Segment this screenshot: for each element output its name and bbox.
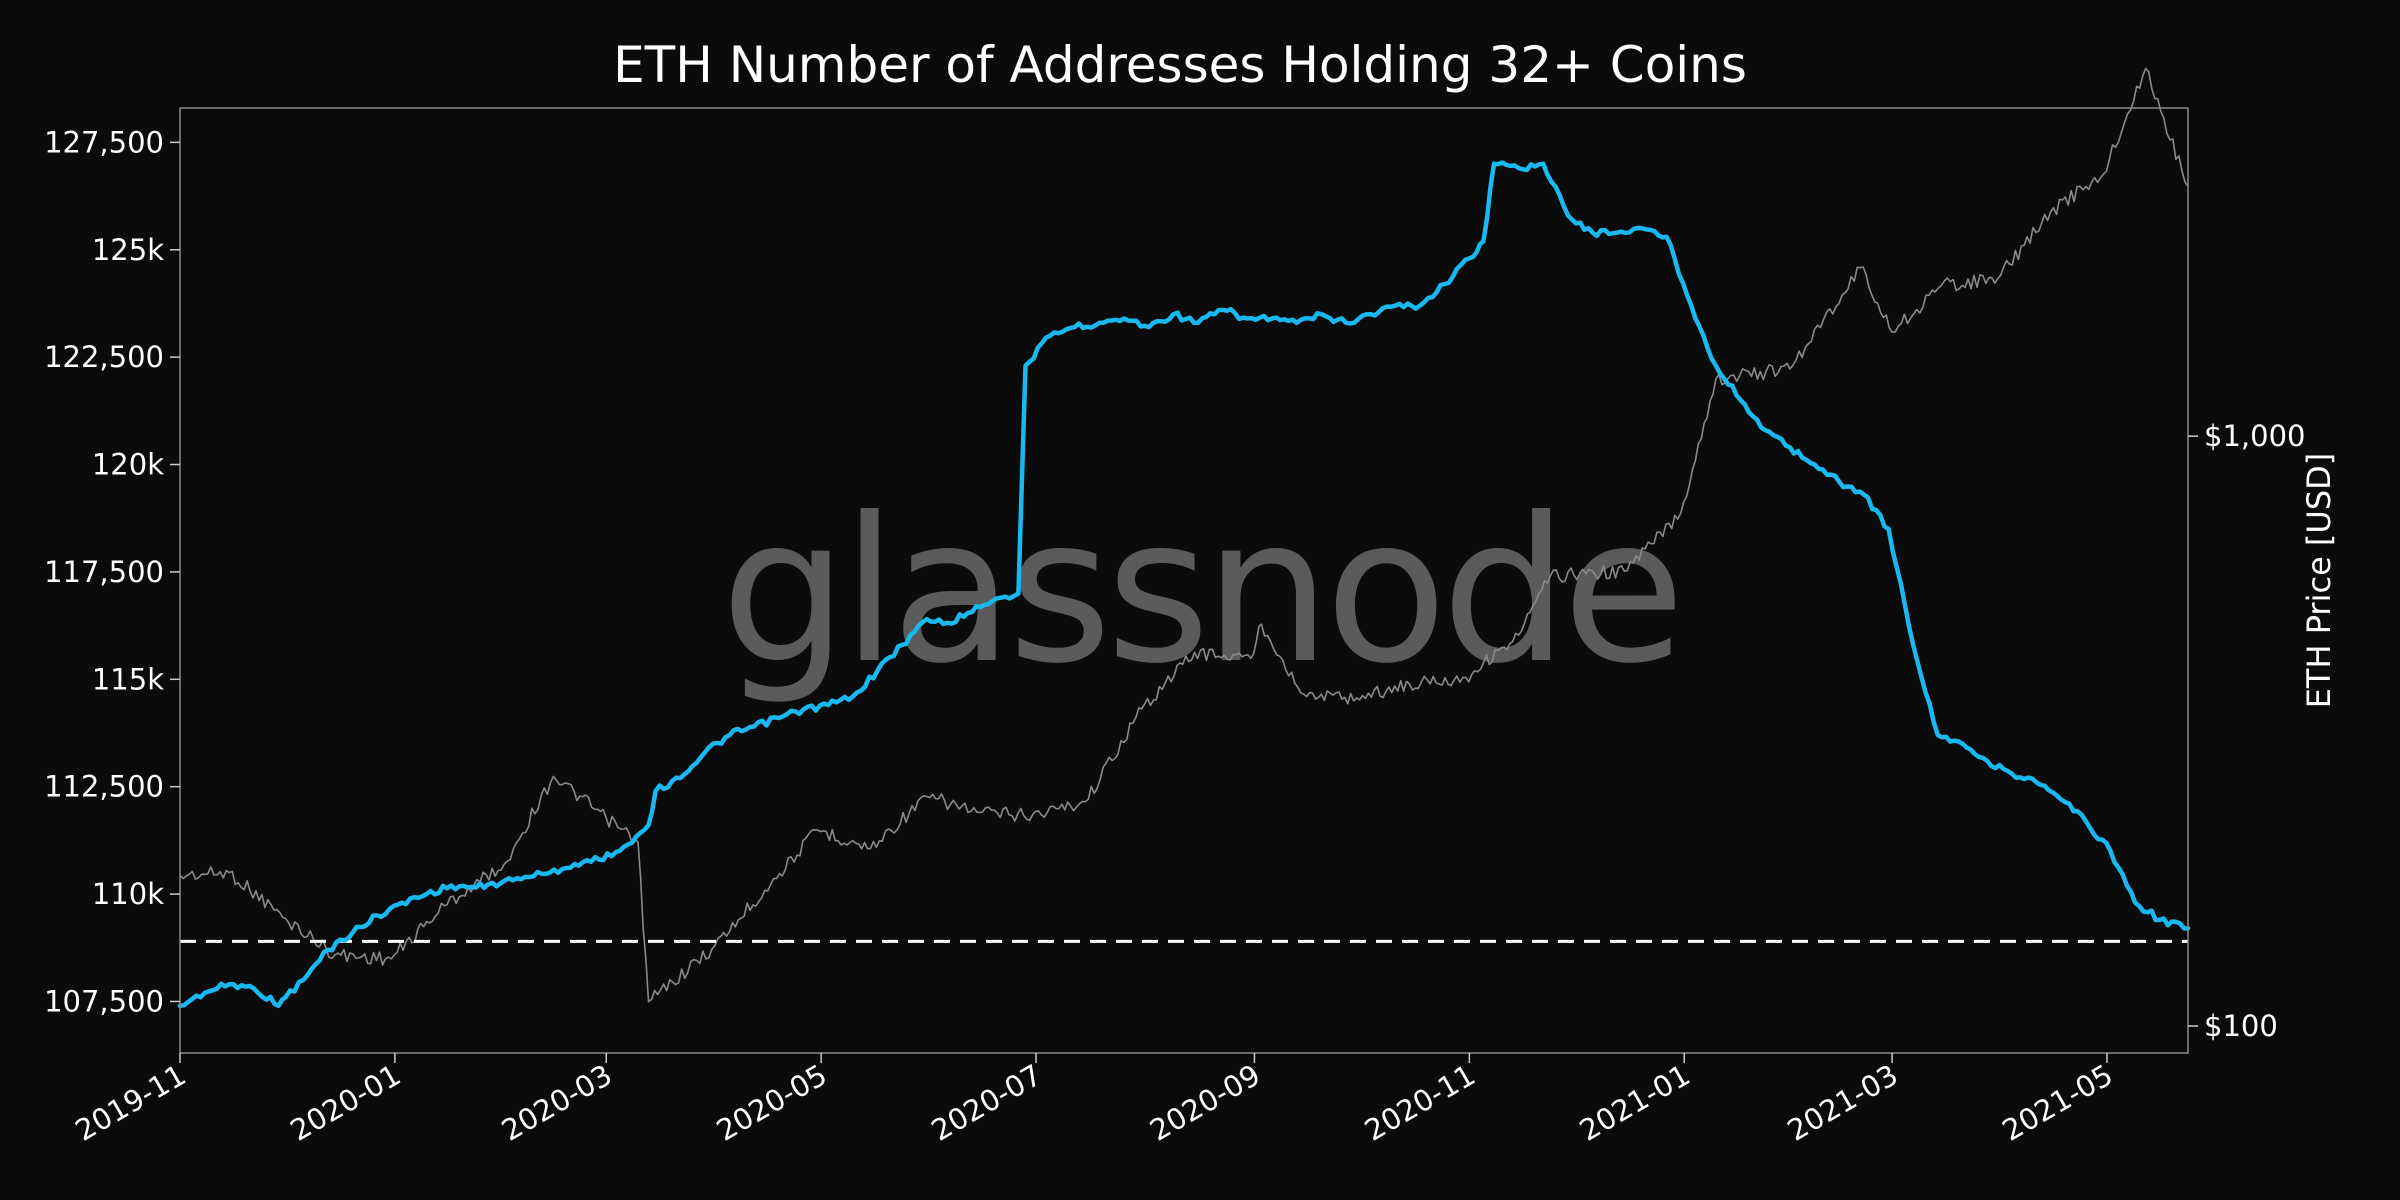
- x-tick-label: 2020-01: [284, 1058, 406, 1148]
- eth-price-series: [179, 67, 2189, 1003]
- y-right-tick-label: $100: [2204, 1009, 2278, 1043]
- y-left-tick-label: 110k: [92, 877, 164, 911]
- y-left-tick-label: 107,500: [44, 984, 164, 1018]
- y-left-tick-label: 115k: [92, 662, 164, 696]
- x-tick-label: 2020-05: [711, 1058, 833, 1148]
- x-tick-label: 2020-11: [1359, 1058, 1481, 1148]
- x-tick-label: 2021-05: [1997, 1058, 2119, 1148]
- y-left-tick-label: 120k: [92, 448, 164, 482]
- chart-title: ETH Number of Addresses Holding 32+ Coin…: [613, 36, 1747, 94]
- y-left-tick-label: 127,500: [44, 125, 164, 159]
- x-tick-label: 2020-07: [926, 1058, 1048, 1148]
- right-axis-label: ETH Price [USD]: [2300, 453, 2338, 709]
- y-left-tick-label: 117,500: [44, 555, 164, 589]
- x-tick-label: 2020-09: [1144, 1058, 1266, 1148]
- y-left-tick-label: 125k: [92, 233, 164, 267]
- x-tick-label: 2021-01: [1574, 1058, 1696, 1148]
- addresses-series: [177, 160, 2191, 1009]
- y-left-tick-label: 112,500: [44, 770, 164, 804]
- y-left-tick-label: 122,500: [44, 340, 164, 374]
- y-right-tick-label: $1,000: [2204, 419, 2305, 453]
- plot-frame: [179, 107, 2189, 1054]
- watermark-logo: glassnode: [721, 475, 1680, 708]
- x-tick-label: 2019-11: [70, 1058, 192, 1148]
- x-tick-label: 2020-03: [496, 1058, 618, 1148]
- x-tick-label: 2021-03: [1782, 1058, 1904, 1148]
